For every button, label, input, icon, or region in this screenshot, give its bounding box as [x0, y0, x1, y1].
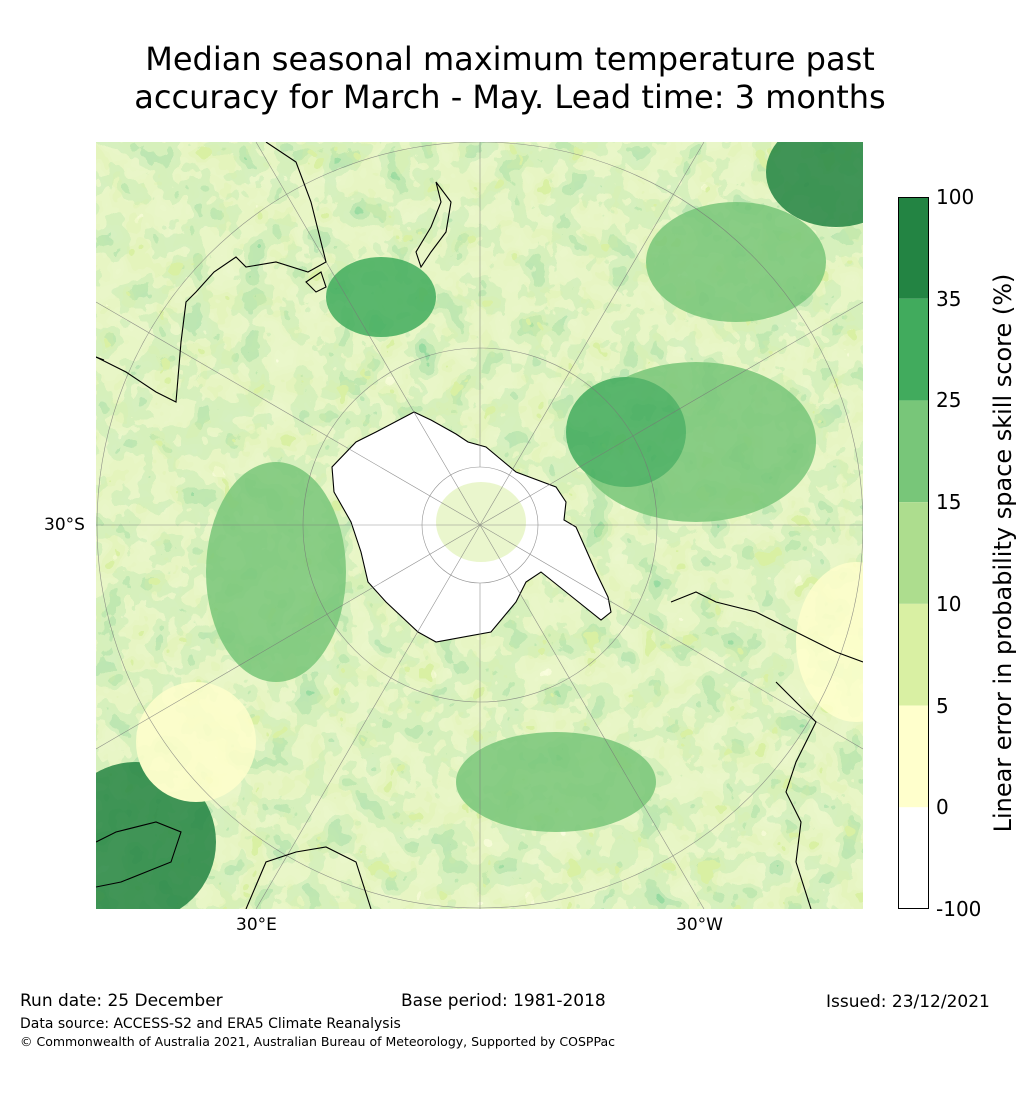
title-line-2: accuracy for March - May. Lead time: 3 m…	[134, 78, 886, 116]
graticule	[96, 142, 863, 909]
colorbar-tick-label: -100	[936, 897, 982, 921]
colorbar-bin	[898, 603, 929, 706]
issued-date: Issued: 23/12/2021	[826, 992, 990, 1012]
polar-map	[96, 142, 863, 909]
run-date: Run date: 25 December	[20, 991, 223, 1011]
lon-label-30w: 30°W	[676, 915, 723, 935]
lon-label-30e: 30°E	[236, 915, 277, 935]
chart-title: Median seasonal maximum temperature past…	[0, 40, 1020, 116]
colorbar-tick-label: 35	[936, 286, 962, 311]
title-line-1: Median seasonal maximum temperature past	[145, 40, 875, 78]
colorbar-tick-label: 25	[936, 388, 962, 413]
base-period: Base period: 1981-2018	[401, 991, 606, 1011]
skill-zones	[96, 142, 863, 909]
colorbar-tick-label: 0	[936, 795, 949, 820]
lat-label-30s: 30°S	[44, 515, 85, 535]
colorbar-tick-label: 10	[936, 591, 962, 616]
colorbar	[898, 197, 929, 909]
colorbar-bin	[898, 502, 929, 604]
colorbar-bin	[898, 807, 929, 909]
colorbar-bin	[898, 400, 929, 503]
data-source: Data source: ACCESS-S2 and ERA5 Climate …	[20, 1016, 401, 1032]
colorbar-bin	[898, 705, 929, 808]
colorbar-bin	[898, 197, 929, 299]
colorbar-tick-label: 15	[936, 490, 962, 515]
colorbar-bin	[898, 298, 929, 401]
colorbar-label: Linear error in probability space skill …	[989, 273, 1017, 833]
colorbar-border	[898, 197, 929, 909]
colorbar-tick-label: 100	[936, 185, 975, 209]
colorbar-tick-label: 5	[936, 693, 949, 718]
copyright: © Commonwealth of Australia 2021, Austra…	[20, 1034, 615, 1049]
coastlines	[96, 142, 863, 909]
